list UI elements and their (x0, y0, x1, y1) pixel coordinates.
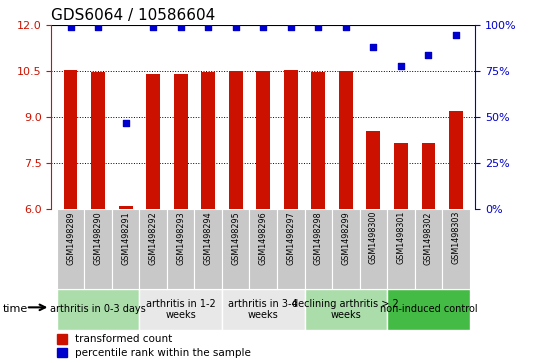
FancyBboxPatch shape (305, 209, 332, 289)
Point (232, 24, 240, 30)
FancyBboxPatch shape (194, 209, 222, 289)
Bar (229, 71, 242, 209)
FancyBboxPatch shape (57, 289, 139, 330)
Text: time: time (3, 305, 28, 314)
Point (286, 24, 295, 30)
FancyBboxPatch shape (387, 209, 415, 289)
Bar (146, 74, 160, 209)
Text: GSM1498296: GSM1498296 (259, 211, 268, 265)
Text: GSM1498300: GSM1498300 (369, 211, 378, 265)
Text: GSM1498301: GSM1498301 (396, 211, 406, 265)
FancyBboxPatch shape (305, 289, 387, 330)
Point (369, 45, 377, 50)
FancyBboxPatch shape (222, 289, 305, 330)
Bar (284, 70, 298, 209)
FancyBboxPatch shape (360, 209, 387, 289)
Text: GSM1498291: GSM1498291 (121, 211, 130, 265)
Text: arthritis in 0-3 days: arthritis in 0-3 days (50, 305, 146, 314)
FancyBboxPatch shape (222, 209, 249, 289)
Point (66, 24, 75, 30)
Point (204, 24, 213, 30)
FancyBboxPatch shape (139, 209, 167, 289)
FancyBboxPatch shape (277, 209, 305, 289)
Text: arthritis in 3-4
weeks: arthritis in 3-4 weeks (228, 299, 298, 320)
Bar (449, 111, 463, 209)
Text: GSM1498292: GSM1498292 (148, 211, 158, 265)
Text: declining arthritis > 2
weeks: declining arthritis > 2 weeks (293, 299, 399, 320)
Text: GSM1498303: GSM1498303 (451, 211, 461, 265)
FancyBboxPatch shape (442, 209, 470, 289)
Point (451, 32, 460, 37)
Text: GSM1498294: GSM1498294 (204, 211, 213, 265)
Text: GSM1498293: GSM1498293 (176, 211, 185, 265)
Bar (312, 72, 325, 209)
Bar (174, 74, 187, 209)
Text: GSM1498295: GSM1498295 (231, 211, 240, 265)
Text: GSM1498297: GSM1498297 (286, 211, 295, 265)
Point (314, 24, 322, 30)
Point (122, 120, 130, 126)
Bar (422, 143, 435, 209)
FancyBboxPatch shape (139, 289, 222, 330)
Text: arthritis in 1-2
weeks: arthritis in 1-2 weeks (146, 299, 215, 320)
Point (149, 24, 158, 30)
Legend: transformed count, percentile rank within the sample: transformed count, percentile rank withi… (57, 334, 251, 358)
Bar (64, 70, 77, 209)
Bar (119, 206, 132, 209)
Point (341, 24, 350, 30)
Bar (339, 71, 353, 209)
FancyBboxPatch shape (84, 209, 112, 289)
FancyBboxPatch shape (332, 209, 360, 289)
Point (424, 52, 433, 58)
Text: GDS6064 / 10586604: GDS6064 / 10586604 (51, 8, 215, 23)
FancyBboxPatch shape (415, 209, 442, 289)
Text: GSM1498299: GSM1498299 (341, 211, 350, 265)
Text: GSM1498302: GSM1498302 (424, 211, 433, 265)
FancyBboxPatch shape (387, 289, 470, 330)
Point (94, 24, 103, 30)
Text: non-induced control: non-induced control (380, 305, 477, 314)
Bar (201, 72, 215, 209)
Point (177, 24, 185, 30)
Bar (394, 143, 408, 209)
FancyBboxPatch shape (249, 209, 277, 289)
FancyBboxPatch shape (167, 209, 194, 289)
Text: GSM1498298: GSM1498298 (314, 211, 323, 265)
Text: GSM1498289: GSM1498289 (66, 211, 75, 265)
Point (396, 63, 405, 69)
Bar (256, 71, 270, 209)
FancyBboxPatch shape (57, 209, 84, 289)
FancyBboxPatch shape (112, 209, 139, 289)
Bar (91, 72, 105, 209)
Bar (367, 131, 380, 209)
Text: GSM1498290: GSM1498290 (93, 211, 103, 265)
Point (259, 24, 268, 30)
